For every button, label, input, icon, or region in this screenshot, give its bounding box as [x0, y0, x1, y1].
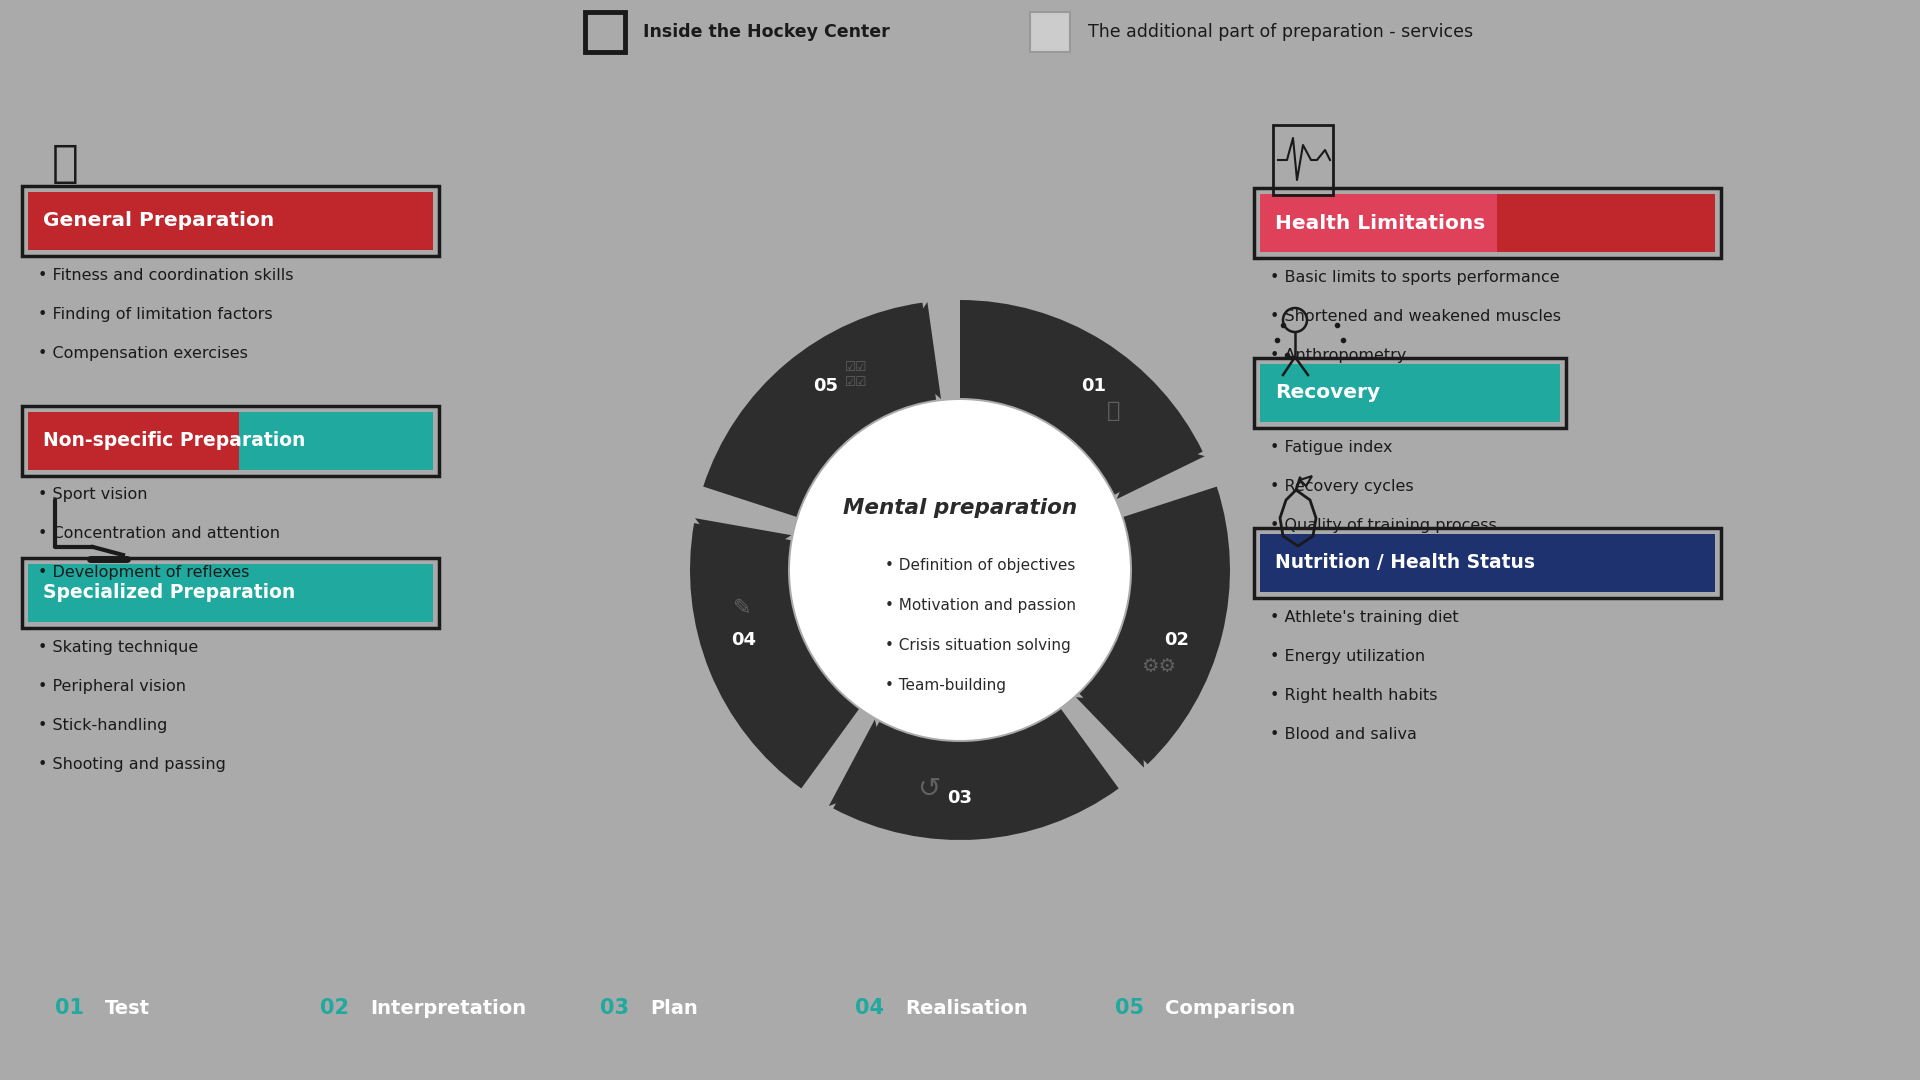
- Bar: [1029, 12, 1069, 52]
- Wedge shape: [689, 523, 858, 788]
- Text: Mental preparation: Mental preparation: [843, 498, 1077, 518]
- Text: 02: 02: [1164, 632, 1188, 649]
- Text: • Definition of objectives: • Definition of objectives: [885, 558, 1075, 573]
- Text: Nutrition / Health Status: Nutrition / Health Status: [1275, 553, 1534, 572]
- Text: ☑☑
☑☑: ☑☑ ☑☑: [845, 361, 868, 389]
- Text: • Compensation exercises: • Compensation exercises: [38, 346, 248, 361]
- Text: 04: 04: [854, 998, 883, 1018]
- Text: 01: 01: [56, 998, 84, 1018]
- Polygon shape: [891, 302, 941, 399]
- Bar: [1260, 534, 1715, 592]
- Bar: [1254, 188, 1720, 258]
- Text: • Blood and saliva: • Blood and saliva: [1269, 727, 1417, 742]
- Bar: [21, 186, 440, 256]
- Text: Non-specific Preparation: Non-specific Preparation: [42, 432, 305, 450]
- Text: • Recovery cycles: • Recovery cycles: [1269, 480, 1413, 494]
- Text: 02: 02: [321, 998, 349, 1018]
- Text: • Motivation and passion: • Motivation and passion: [885, 598, 1075, 613]
- Text: • Development of reflexes: • Development of reflexes: [38, 565, 250, 580]
- Wedge shape: [960, 300, 1202, 495]
- Text: Specialized Preparation: Specialized Preparation: [42, 583, 296, 603]
- Polygon shape: [1117, 438, 1206, 499]
- Text: • Shortened and weakened muscles: • Shortened and weakened muscles: [1269, 309, 1561, 324]
- Text: • Fitness and coordination skills: • Fitness and coordination skills: [38, 268, 294, 283]
- Text: • Anthropometry: • Anthropometry: [1269, 348, 1405, 363]
- Text: • Basic limits to sports performance: • Basic limits to sports performance: [1269, 270, 1559, 285]
- Text: Recovery: Recovery: [1275, 383, 1380, 403]
- Circle shape: [789, 400, 1131, 740]
- Text: • Energy utilization: • Energy utilization: [1269, 649, 1425, 664]
- Bar: [1260, 194, 1715, 252]
- Text: • Skating technique: • Skating technique: [38, 640, 198, 654]
- Text: The additional part of preparation - services: The additional part of preparation - ser…: [1089, 23, 1473, 41]
- Text: • Crisis situation solving: • Crisis situation solving: [885, 638, 1071, 653]
- Text: • Fatigue index: • Fatigue index: [1269, 440, 1392, 455]
- Bar: [1273, 125, 1332, 195]
- Polygon shape: [238, 411, 434, 470]
- Text: 03: 03: [599, 998, 630, 1018]
- Text: • Quality of training process: • Quality of training process: [1269, 518, 1498, 534]
- Text: • Right health habits: • Right health habits: [1269, 688, 1438, 703]
- Polygon shape: [829, 719, 889, 806]
- Wedge shape: [1079, 487, 1231, 765]
- Text: Health Limitations: Health Limitations: [1275, 214, 1486, 232]
- Text: Inside the Hockey Center: Inside the Hockey Center: [643, 23, 889, 41]
- Text: General Preparation: General Preparation: [42, 212, 275, 230]
- Text: Plan: Plan: [651, 999, 697, 1018]
- Text: • Sport vision: • Sport vision: [38, 487, 148, 502]
- Text: Realisation: Realisation: [904, 999, 1027, 1018]
- Text: 💬: 💬: [1106, 401, 1119, 421]
- Text: Interpretation: Interpretation: [371, 999, 526, 1018]
- Text: 💪: 💪: [52, 141, 79, 185]
- Text: 05: 05: [1116, 998, 1144, 1018]
- Text: 01: 01: [1081, 377, 1106, 394]
- Polygon shape: [1075, 698, 1144, 768]
- Text: Test: Test: [106, 999, 150, 1018]
- Text: 05: 05: [814, 377, 839, 394]
- Text: • Concentration and attention: • Concentration and attention: [38, 526, 280, 541]
- Bar: [1260, 364, 1559, 422]
- Wedge shape: [833, 710, 1119, 840]
- Text: • Team-building: • Team-building: [885, 678, 1006, 693]
- Bar: [1254, 357, 1567, 428]
- Text: • Peripheral vision: • Peripheral vision: [38, 679, 186, 694]
- Bar: [586, 12, 626, 52]
- Wedge shape: [703, 302, 937, 517]
- Bar: [21, 558, 440, 627]
- Bar: [29, 192, 434, 249]
- Text: • Shooting and passing: • Shooting and passing: [38, 757, 227, 772]
- Text: 03: 03: [947, 789, 973, 807]
- Polygon shape: [695, 518, 791, 569]
- Bar: [29, 564, 434, 622]
- Text: Comparison: Comparison: [1165, 999, 1296, 1018]
- Bar: [21, 406, 440, 476]
- Text: • Finding of limitation factors: • Finding of limitation factors: [38, 307, 273, 322]
- Text: ✎: ✎: [733, 598, 751, 619]
- Polygon shape: [1496, 194, 1715, 252]
- Text: ↺: ↺: [918, 774, 941, 802]
- Bar: [1254, 528, 1720, 598]
- Text: • Stick-handling: • Stick-handling: [38, 718, 167, 733]
- Text: 04: 04: [732, 632, 756, 649]
- Text: ⚙⚙: ⚙⚙: [1140, 658, 1177, 676]
- Bar: [29, 411, 434, 470]
- Text: • Athlete's training diet: • Athlete's training diet: [1269, 610, 1459, 625]
